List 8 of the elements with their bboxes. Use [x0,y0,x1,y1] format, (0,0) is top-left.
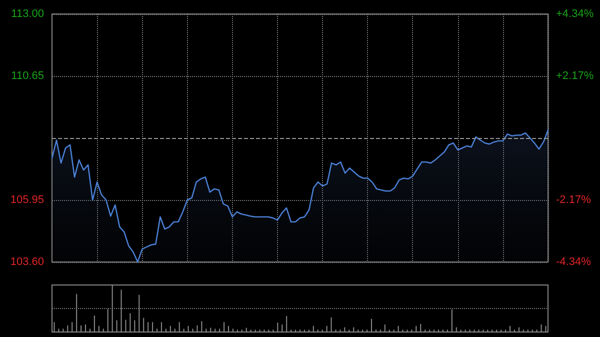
y2-tick-label: -2.17% [556,194,592,206]
y-tick-label: 110.65 [11,70,44,82]
y-tick-label: 105.95 [10,194,44,206]
y-tick-label: 113.00 [11,8,44,20]
y2-tick-label: +2.17% [556,70,594,82]
y2-tick-label: -4.34% [556,256,592,268]
y2-tick-label: +4.34% [556,8,594,20]
y-tick-label: 103.60 [10,256,44,268]
